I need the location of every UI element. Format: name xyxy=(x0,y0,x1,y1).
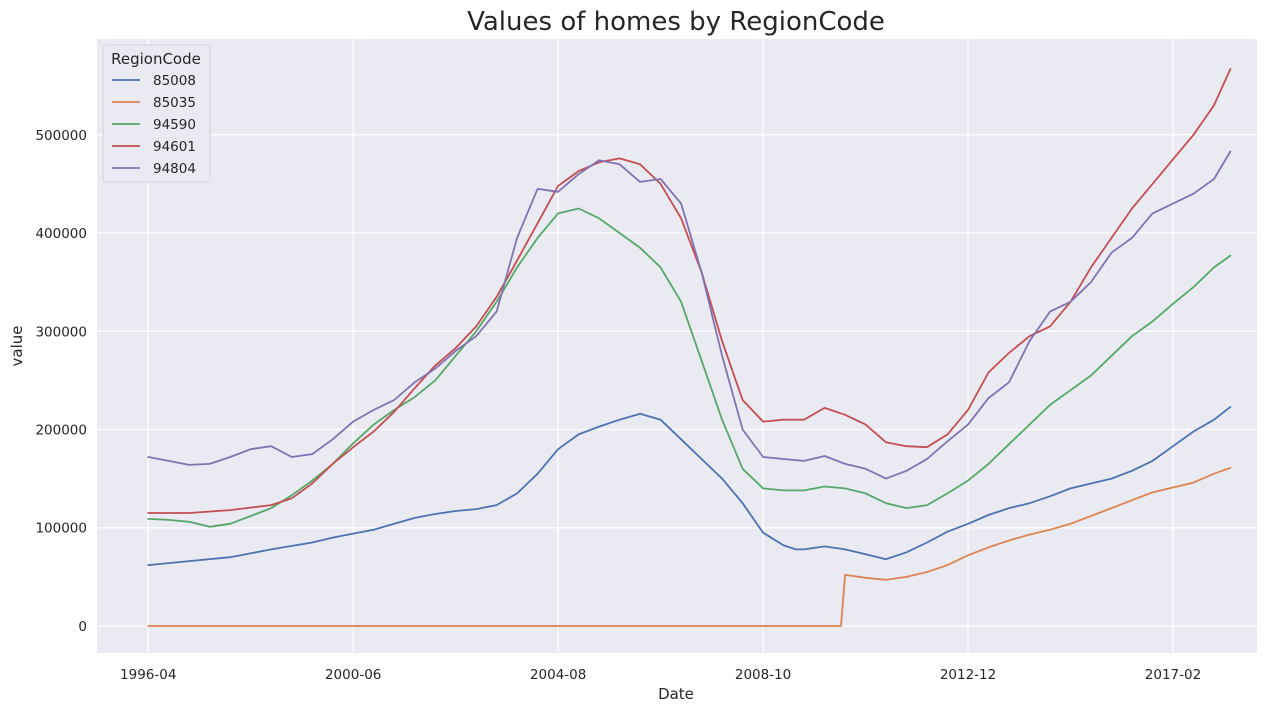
legend-title: RegionCode xyxy=(111,50,201,68)
legend-label-94804: 94804 xyxy=(153,161,196,177)
series-line-94601 xyxy=(147,68,1232,514)
x-axis-ticks: 1996-04 2000-06 2004-08 2008-10 2012-12 2017-… xyxy=(120,667,1201,683)
legend-label-85008: 85008 xyxy=(153,73,196,89)
x-tick-label: 1996-04 xyxy=(120,667,176,683)
y-tick-label: 400000 xyxy=(35,226,87,242)
series-line-94804 xyxy=(147,150,1232,480)
series-line-85035 xyxy=(147,466,1232,627)
y-tick-label: 500000 xyxy=(35,128,87,144)
x-tick-label: 2000-06 xyxy=(325,667,381,683)
plot-area xyxy=(97,39,1257,653)
x-tick-label: 2008-10 xyxy=(735,667,791,683)
legend-label-85035: 85035 xyxy=(153,95,196,111)
y-tick-label: 0 xyxy=(78,619,87,635)
y-axis-ticks: 0 100000 200000 300000 400000 500000 xyxy=(35,128,87,635)
x-tick-label: 2012-12 xyxy=(940,667,996,683)
y-tick-label: 100000 xyxy=(35,521,87,537)
x-tick-label: 2017-02 xyxy=(1145,667,1201,683)
legend: RegionCode 85008 85035 94590 94601 94804 xyxy=(102,44,211,183)
chart-title: Values of homes by RegionCode xyxy=(467,7,885,37)
y-axis-label: value xyxy=(8,326,26,367)
legend-items: 85008 85035 94590 94601 94804 xyxy=(112,73,196,177)
y-tick-label: 300000 xyxy=(35,324,87,340)
legend-label-94590: 94590 xyxy=(153,117,196,133)
x-tick-label: 2004-08 xyxy=(530,667,586,683)
series-lines xyxy=(147,68,1232,627)
x-axis-label: Date xyxy=(658,685,694,703)
legend-label-94601: 94601 xyxy=(153,139,196,155)
y-tick-label: 200000 xyxy=(35,423,87,439)
series-line-85008 xyxy=(147,406,1232,566)
